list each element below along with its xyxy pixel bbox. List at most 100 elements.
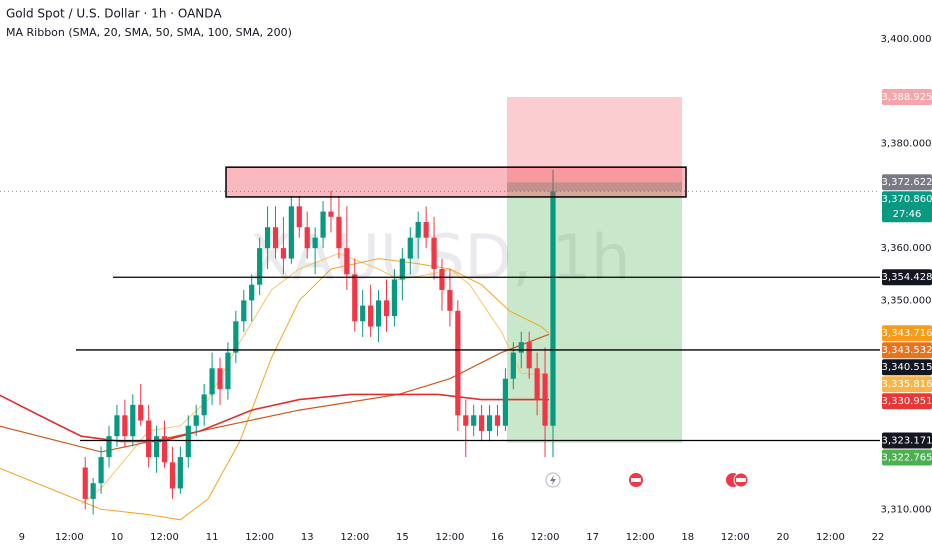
price-badge-label: 3,343.532 — [882, 345, 932, 356]
y-tick-label: 3,380.000 — [881, 139, 932, 150]
candle-body — [344, 248, 350, 275]
candle-body — [146, 420, 152, 458]
target-zone — [507, 182, 682, 443]
price-badge — [882, 393, 932, 410]
price-badge — [882, 432, 932, 449]
candle-body — [169, 462, 176, 489]
price-badge — [882, 449, 932, 466]
price-badge — [882, 89, 932, 106]
candle-body — [233, 321, 239, 353]
price-badge-label: 3,323.171 — [882, 436, 932, 447]
candle-body — [383, 300, 390, 317]
candle-body — [320, 211, 326, 238]
chart-title: Gold Spot / U.S. Dollar · 1h · OANDA — [6, 7, 222, 21]
candle-body — [550, 191, 556, 426]
price-badge — [882, 342, 932, 359]
event-icons — [545, 472, 749, 488]
candle-body — [257, 248, 263, 285]
candle-body — [471, 415, 477, 426]
candle-body — [90, 483, 96, 499]
candle-body — [502, 378, 509, 426]
x-tick-label: 12:00 — [150, 532, 179, 543]
resistance-zone — [225, 166, 687, 198]
candle-body — [161, 436, 168, 463]
candle-body — [98, 457, 104, 484]
candle-body — [122, 415, 128, 437]
price-badge-label: 3,370.860 — [882, 194, 932, 205]
candle-body — [249, 284, 255, 301]
price-badge — [882, 269, 932, 286]
candle-body — [138, 404, 144, 421]
candle-body — [264, 227, 271, 249]
price-badge-label: 3,388.925 — [882, 92, 932, 103]
x-tick-label: 12:00 — [435, 532, 464, 543]
stop-zone — [507, 97, 682, 183]
event-flag-stripe — [736, 478, 746, 482]
candle-body — [463, 415, 469, 426]
candle-body — [368, 305, 374, 327]
price-badge — [882, 174, 932, 191]
candle-body — [447, 289, 453, 311]
x-tick-label: 12:00 — [816, 532, 845, 543]
candle-body — [225, 352, 231, 390]
candle-body — [479, 415, 485, 431]
candle-body — [106, 436, 112, 458]
x-tick-label: 11 — [206, 532, 219, 543]
candle-body — [185, 425, 191, 458]
candle-body — [209, 368, 215, 395]
entry-band — [507, 182, 682, 192]
candle-body — [288, 206, 294, 259]
indicator-legend: MA Ribbon (SMA, 20, SMA, 50, SMA, 100, S… — [6, 26, 292, 39]
candle-body — [423, 222, 429, 238]
candle-body — [114, 415, 120, 437]
price-badge-label: 3,354.428 — [882, 272, 932, 283]
x-tick-label: 12:00 — [626, 532, 655, 543]
candle-body — [201, 394, 207, 416]
candle-body — [391, 279, 398, 317]
x-tick-label: 12:00 — [340, 532, 369, 543]
candle-body — [304, 227, 310, 249]
x-tick-label: 18 — [681, 532, 694, 543]
price-badge-label: 3,340.515 — [882, 362, 932, 373]
candle-body — [399, 258, 405, 280]
candle-body — [542, 373, 548, 426]
candle-body — [407, 237, 413, 259]
y-tick-label: 3,310.000 — [881, 504, 932, 515]
candle-body — [415, 222, 421, 238]
price-badge — [882, 325, 932, 342]
lightning-glyph — [550, 475, 556, 485]
candle-body — [526, 342, 532, 369]
price-badge — [882, 191, 932, 223]
candle-body — [352, 274, 358, 322]
candle-body — [217, 368, 223, 390]
moving-average-line — [0, 333, 550, 453]
candle-body — [153, 436, 160, 458]
candle-body — [280, 248, 287, 259]
candle-body — [312, 237, 318, 249]
price-badge-label: 3,335.816 — [882, 379, 932, 390]
x-tick-label: 15 — [396, 532, 409, 543]
event-flag-stripe — [631, 478, 641, 482]
candle-body — [272, 227, 279, 249]
candle-body — [328, 211, 334, 217]
y-tick-label: 3,400.000 — [881, 34, 932, 45]
moving-average-line — [0, 258, 550, 521]
countdown: 27:46 — [893, 209, 922, 220]
x-tick-label: 17 — [586, 532, 599, 543]
x-tick-label: 12:00 — [55, 532, 84, 543]
candle-body — [336, 216, 342, 249]
y-tick-label: 3,350.000 — [881, 295, 932, 306]
candle-body — [375, 300, 382, 327]
candle-body — [360, 305, 366, 322]
price-badge-label: 3,322.765 — [882, 453, 932, 464]
candle-body — [439, 269, 445, 290]
moving-average-line — [0, 393, 549, 443]
candle-body — [296, 206, 302, 228]
x-tick-label: 20 — [777, 532, 790, 543]
x-tick-label: 9 — [19, 532, 25, 543]
candle-body — [494, 415, 501, 426]
x-tick-label: 13 — [301, 532, 314, 543]
candle-body — [82, 467, 88, 499]
candle-body — [510, 352, 516, 379]
